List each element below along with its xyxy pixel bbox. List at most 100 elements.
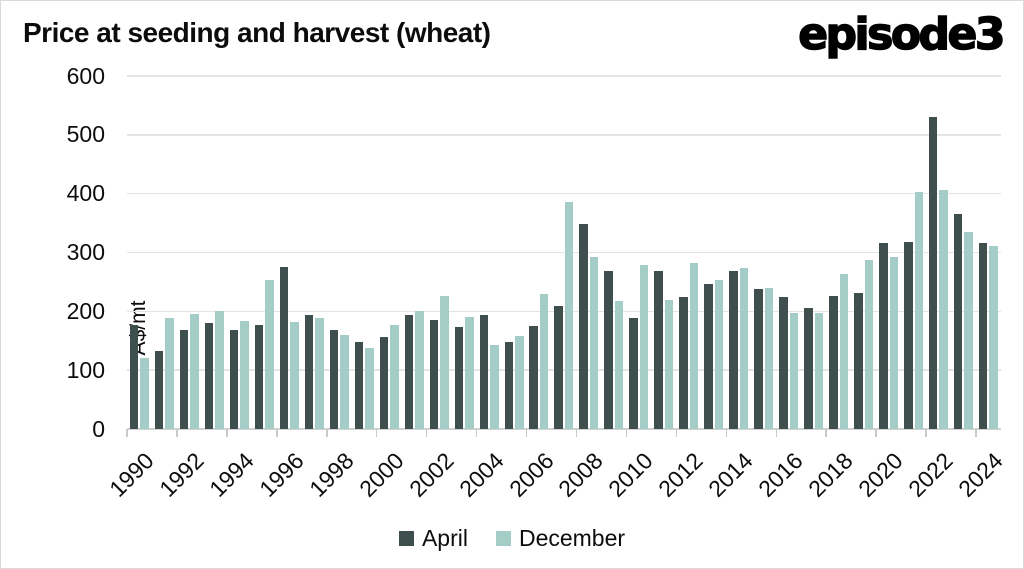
bar-april-2018: [829, 296, 838, 429]
y-tick-label-0: 0: [92, 415, 105, 442]
y-tick-label-300: 300: [66, 239, 105, 265]
y-tick-label-400: 400: [66, 180, 105, 207]
bar-december-2020: [889, 257, 899, 429]
bar-group-2010: [626, 76, 651, 429]
bar-group-2019: [851, 76, 876, 429]
bar-april-2017: [804, 307, 813, 429]
bar-december-2013: [714, 279, 724, 429]
gridline-600: [127, 75, 1001, 77]
bar-april-2009: [604, 271, 613, 429]
gridline-500: [127, 134, 1001, 136]
bar-december-2003: [465, 316, 474, 429]
gridline-0: [127, 428, 1001, 430]
x-tick-2024: [975, 429, 977, 437]
bar-group-2024: [976, 76, 1001, 429]
bar-april-2014: [729, 271, 738, 429]
y-tick-label-100: 100: [66, 356, 105, 383]
gridline-400: [127, 192, 1001, 195]
x-tick-1990: [126, 429, 128, 437]
legend-item-december: December: [495, 525, 626, 552]
gridline-200: [127, 310, 1001, 313]
bar-december-2004: [490, 344, 499, 429]
bar-april-2021: [904, 241, 913, 429]
bar-december-2010: [639, 264, 649, 429]
plot-area: A$/mt 0 100 200 300 400 500 600 1990 1992 1994 19…: [67, 64, 1008, 502]
bar-december-1991: [165, 318, 174, 429]
bar-december-2001: [415, 310, 424, 429]
x-tick-2016: [775, 429, 777, 437]
bar-april-2024: [978, 242, 988, 429]
bar-group-1992: [177, 76, 202, 429]
chart-title: Price at seeding and harvest (wheat): [23, 17, 491, 48]
bar-group-2012: [676, 76, 701, 429]
episode3-logo: episode3: [797, 8, 1006, 61]
bar-december-2022: [939, 190, 948, 429]
x-tick-2000: [375, 429, 378, 437]
bar-group-2023: [951, 76, 976, 429]
bar-group-2022: [926, 76, 951, 429]
x-tick-1998: [326, 429, 328, 437]
bar-december-1997: [315, 318, 324, 429]
bar-december-2005: [515, 336, 524, 429]
bar-december-2019: [864, 260, 874, 429]
bar-group-1995: [252, 76, 277, 429]
bar-group-1993: [202, 76, 227, 429]
y-tick-label-500: 500: [66, 121, 105, 148]
bar-april-1993: [204, 322, 214, 429]
bar-group-2008: [576, 76, 601, 429]
bar-april-2004: [479, 314, 489, 429]
bar-april-2022: [928, 117, 938, 429]
bar-december-2008: [589, 257, 599, 429]
bar-december-2009: [614, 301, 624, 429]
bar-april-1998: [329, 330, 339, 429]
bar-group-2014: [726, 76, 751, 429]
bar-group-2011: [651, 76, 676, 429]
bar-april-2016: [779, 297, 788, 429]
bar-december-2012: [689, 263, 699, 429]
bar-december-2015: [764, 288, 774, 429]
bar-december-1995: [265, 280, 274, 429]
bar-april-1996: [279, 267, 289, 429]
y-tick-label-200: 200: [66, 297, 105, 324]
x-tick-2010: [625, 429, 628, 437]
legend-swatch-april: [398, 531, 414, 546]
x-tick-2004: [475, 429, 478, 437]
legend-label-december: December: [518, 525, 626, 551]
bar-group-1990: [127, 76, 152, 429]
x-tick-2012: [675, 429, 678, 437]
bar-april-2007: [554, 306, 563, 429]
bar-december-2018: [839, 273, 849, 429]
bar-december-2016: [789, 312, 799, 429]
y-tick-label-600: 600: [66, 62, 105, 89]
bar-group-2020: [876, 76, 901, 429]
legend-label-april: April: [421, 525, 468, 551]
bar-december-2023: [964, 231, 973, 429]
bar-december-2014: [739, 267, 749, 429]
bar-group-1998: [327, 76, 352, 429]
bar-december-2011: [664, 299, 674, 429]
bar-april-2020: [879, 243, 888, 429]
bar-group-2005: [502, 76, 527, 429]
bar-group-1996: [277, 76, 302, 429]
bar-group-1999: [352, 76, 377, 429]
bar-group-2017: [801, 76, 826, 429]
bar-april-2001: [404, 314, 414, 429]
bar-april-2006: [529, 326, 538, 429]
bar-december-1990: [140, 357, 149, 429]
bar-december-1992: [190, 314, 199, 429]
bar-april-1999: [354, 341, 364, 429]
bar-december-2024: [989, 246, 998, 429]
legend: April December: [1, 525, 1023, 552]
bar-december-2000: [390, 324, 399, 429]
bar-april-2015: [754, 288, 763, 429]
bar-group-2021: [901, 76, 926, 429]
bars-layer: [127, 76, 1001, 429]
bar-december-2017: [814, 313, 824, 429]
x-tick-1992: [176, 429, 178, 437]
bar-december-1996: [290, 321, 299, 429]
gridline-300: [127, 251, 1001, 254]
bar-group-2004: [477, 76, 502, 429]
bar-group-2006: [527, 76, 552, 429]
bar-april-1995: [254, 325, 264, 429]
